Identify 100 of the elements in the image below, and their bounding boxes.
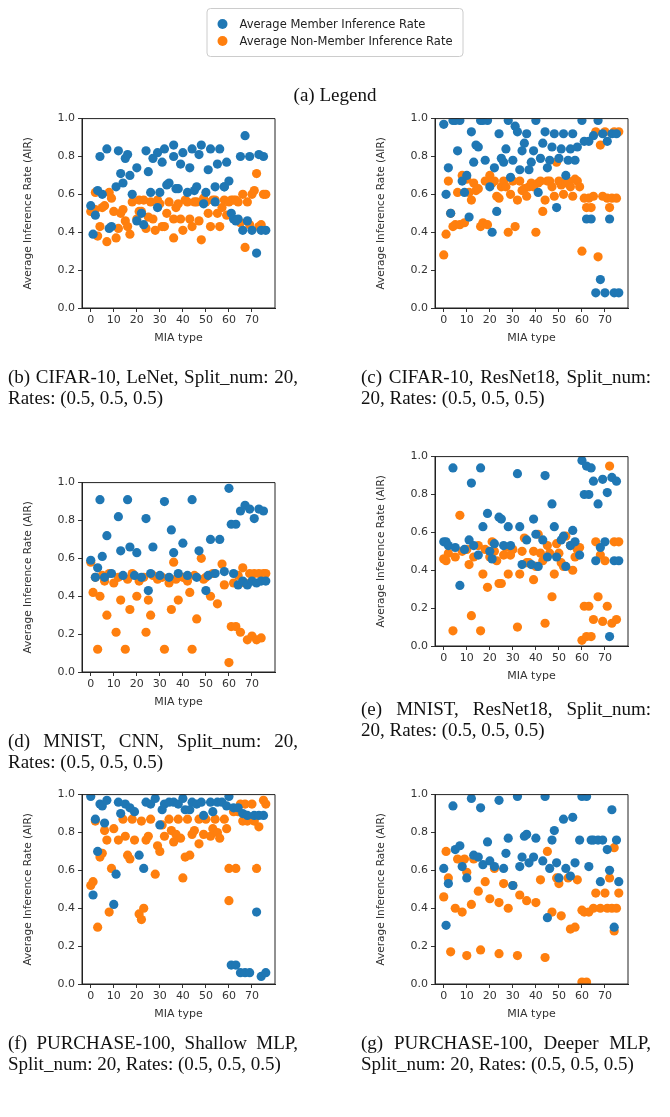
x-tick-label: 10 — [459, 651, 474, 665]
point — [178, 538, 188, 548]
x-tick-label: 60 — [221, 677, 236, 691]
point — [199, 810, 209, 821]
x-tick-label: 20 — [129, 989, 144, 1003]
x-axis-title: MIA type — [154, 695, 203, 709]
y-tick-label: 1.0 — [410, 111, 428, 125]
x-tick-label: 70 — [597, 989, 612, 1003]
point — [194, 546, 204, 556]
x-tick-label: 10 — [106, 677, 121, 691]
y-tick-label: 0.4 — [410, 225, 428, 239]
point — [604, 631, 615, 642]
point — [611, 835, 622, 845]
point — [609, 922, 619, 932]
x-tick-label: 40 — [175, 989, 190, 1003]
x-tick-label: 20 — [129, 677, 144, 691]
point — [568, 812, 578, 822]
point — [466, 899, 476, 910]
point — [473, 550, 483, 560]
point — [591, 556, 601, 566]
point — [201, 585, 211, 596]
point — [219, 567, 229, 577]
point — [568, 525, 578, 536]
point — [441, 846, 451, 857]
point — [132, 548, 142, 558]
point — [517, 852, 527, 862]
point — [593, 499, 603, 509]
point — [258, 506, 269, 516]
point — [512, 950, 523, 961]
point — [476, 803, 486, 813]
point — [542, 846, 552, 857]
point — [462, 873, 472, 883]
y-tick-label: 0.8 — [410, 825, 428, 839]
point — [614, 888, 624, 898]
point — [102, 795, 112, 805]
point — [485, 894, 495, 904]
point — [517, 559, 527, 570]
point — [448, 463, 458, 473]
point — [469, 541, 479, 551]
point — [542, 913, 552, 923]
point — [118, 570, 128, 581]
point — [494, 897, 504, 908]
point — [607, 805, 617, 815]
point — [531, 833, 541, 843]
point — [556, 911, 566, 921]
point — [547, 835, 557, 845]
y-axis-title: Average Inference Rate (AIR) — [21, 501, 34, 654]
point — [224, 794, 234, 802]
point — [113, 512, 123, 522]
point — [602, 487, 612, 498]
point — [150, 794, 160, 803]
point — [457, 907, 467, 917]
point — [478, 860, 488, 870]
y-tick-label: 0.0 — [410, 976, 428, 990]
point — [591, 888, 601, 898]
x-tick-label: 40 — [528, 651, 543, 665]
y-tick-label: 0.8 — [57, 513, 75, 527]
point — [164, 572, 174, 582]
x-tick-label: 40 — [528, 313, 543, 327]
point — [482, 837, 493, 847]
point — [450, 542, 460, 553]
point — [173, 568, 183, 579]
point — [515, 890, 525, 900]
x-tick-label: 40 — [528, 989, 543, 1003]
point — [540, 470, 550, 481]
point — [540, 794, 550, 802]
y-tick-label: 1.0 — [410, 449, 428, 463]
y-axis-title: Average Inference Rate (AIR) — [21, 137, 34, 290]
x-tick-label: 60 — [574, 651, 589, 665]
point — [473, 886, 483, 896]
point — [86, 794, 96, 802]
x-tick-label: 50 — [551, 651, 566, 665]
y-tick-label: 0.6 — [57, 551, 75, 565]
point — [515, 861, 525, 872]
point — [129, 807, 140, 817]
point — [93, 846, 103, 857]
y-axis-title: Average Inference Rate (AIR) — [374, 813, 387, 966]
x-tick-label: 30 — [152, 989, 167, 1003]
point — [602, 844, 612, 855]
y-tick-label: 0.8 — [57, 825, 75, 839]
x-tick-label: 10 — [459, 989, 474, 1003]
y-tick-label: 0.4 — [57, 901, 75, 915]
y-tick-label: 0.8 — [410, 149, 428, 163]
x-tick-label: 30 — [505, 313, 520, 327]
point — [538, 535, 548, 545]
point — [466, 794, 476, 803]
point — [178, 794, 188, 803]
y-tick-label: 0.2 — [410, 262, 428, 276]
y-axis-title: Average Inference Rate (AIR) — [374, 475, 387, 628]
point — [549, 522, 559, 532]
x-tick-label: 30 — [505, 989, 520, 1003]
x-tick-label: 70 — [244, 677, 259, 691]
x-tick-label: 50 — [198, 677, 213, 691]
point — [446, 947, 456, 957]
point — [159, 496, 170, 507]
x-tick-label: 60 — [574, 989, 589, 1003]
point — [503, 522, 513, 532]
point — [439, 892, 449, 902]
y-tick-label: 0.0 — [410, 638, 428, 652]
point — [439, 863, 449, 874]
